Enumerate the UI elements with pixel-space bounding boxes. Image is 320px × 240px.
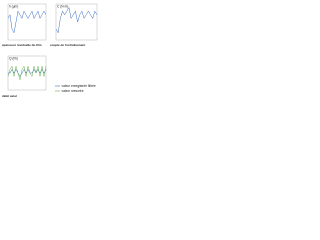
data-line bbox=[7, 10, 47, 34]
chart-caption: couple de l'entraînement bbox=[50, 43, 85, 47]
y-axis-label: Q (l/h) bbox=[9, 56, 18, 60]
y-axis-label: C (N·m) bbox=[57, 4, 68, 8]
data-line bbox=[55, 6, 98, 34]
legend-label: valeur mesurée bbox=[62, 89, 84, 93]
y-axis-label: h (µm) bbox=[9, 4, 18, 8]
plot-area bbox=[7, 55, 47, 91]
figure: h (µm) épaisseur résiduelle du film C (N·m… bbox=[2, 3, 98, 98]
plot-area bbox=[7, 3, 47, 41]
data-line bbox=[7, 65, 47, 80]
chart-caption: épaisseur résiduelle du film bbox=[2, 43, 42, 47]
legend-label: valeur enregistrée filtrée bbox=[62, 84, 96, 88]
plot-area bbox=[55, 3, 98, 41]
chart-caption: débit axial bbox=[2, 94, 17, 98]
